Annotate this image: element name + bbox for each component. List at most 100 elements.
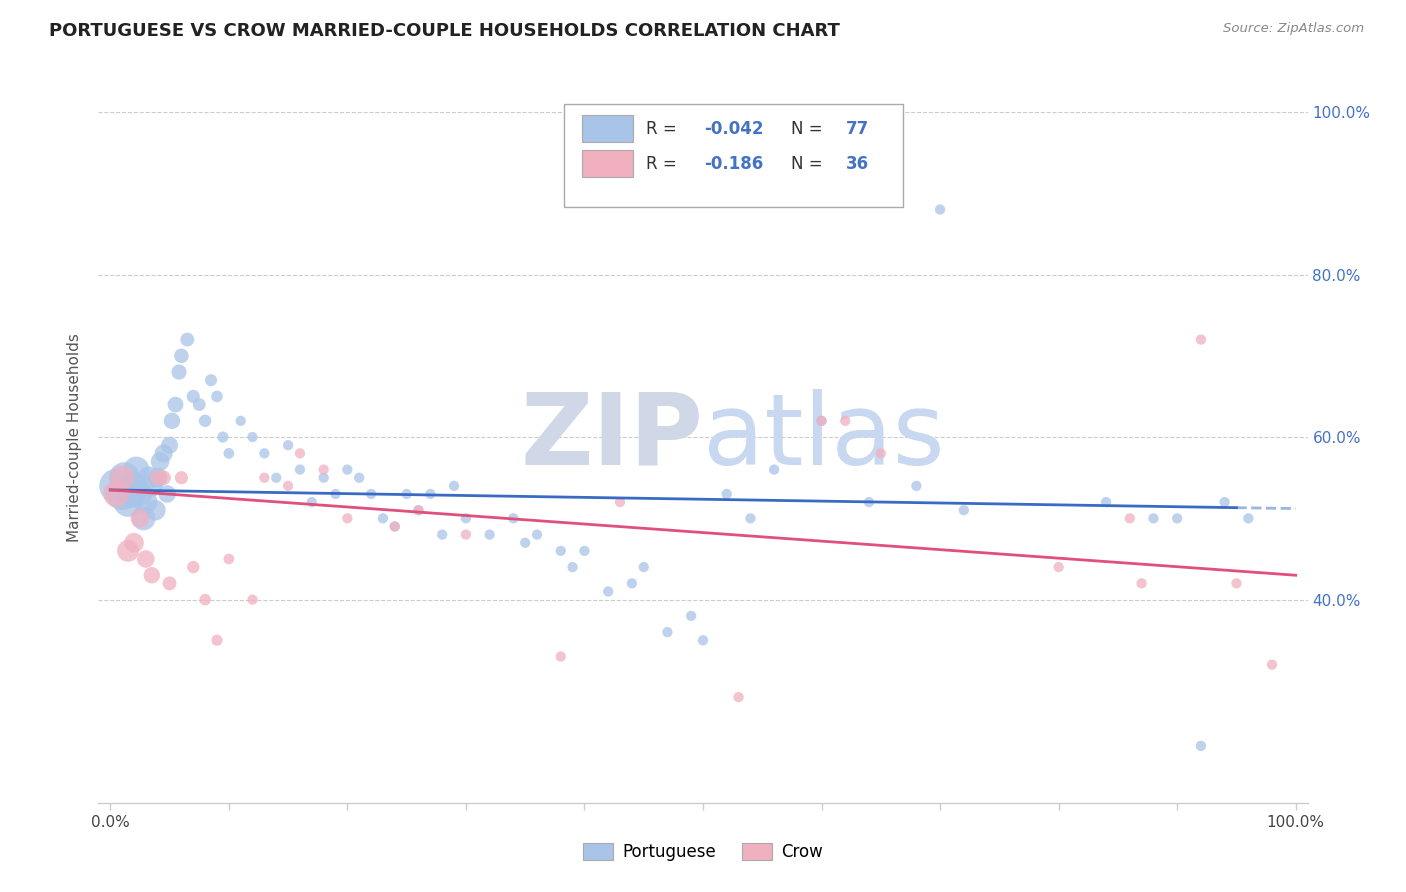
Point — [1166, 511, 1188, 525]
Point — [117, 544, 139, 558]
Point — [181, 560, 204, 574]
Point — [194, 414, 217, 428]
Text: R =: R = — [647, 120, 682, 138]
Point — [160, 414, 183, 428]
Point — [727, 690, 749, 705]
Point — [419, 487, 441, 501]
Point — [869, 446, 891, 460]
Point — [105, 487, 128, 501]
Point — [129, 487, 152, 501]
Text: N =: N = — [792, 120, 828, 138]
Point — [360, 487, 382, 501]
Point — [1189, 739, 1212, 753]
Point — [550, 649, 572, 664]
Point — [515, 535, 537, 549]
Text: -0.186: -0.186 — [704, 155, 763, 173]
Point — [312, 462, 335, 476]
Point — [253, 471, 276, 485]
Point — [105, 479, 128, 493]
Point — [159, 576, 181, 591]
Point — [657, 625, 679, 640]
Point — [336, 511, 359, 525]
Point — [1261, 657, 1284, 672]
Point — [277, 479, 299, 493]
Point — [205, 633, 228, 648]
Point — [810, 414, 832, 428]
Point — [188, 398, 211, 412]
Point — [454, 527, 477, 541]
Point — [858, 495, 880, 509]
FancyBboxPatch shape — [582, 114, 633, 143]
Point — [384, 519, 406, 533]
Text: 77: 77 — [845, 120, 869, 138]
Point — [952, 503, 974, 517]
Text: R =: R = — [647, 155, 682, 173]
Point — [609, 495, 631, 509]
Point — [138, 471, 160, 485]
Point — [692, 633, 714, 648]
Point — [325, 487, 347, 501]
Text: 36: 36 — [845, 155, 869, 173]
Point — [152, 446, 174, 460]
Point — [218, 446, 240, 460]
Point — [312, 471, 335, 485]
Point — [141, 479, 163, 493]
Point — [929, 202, 952, 217]
Point — [218, 552, 240, 566]
FancyBboxPatch shape — [564, 104, 903, 207]
Point — [395, 487, 418, 501]
Point — [121, 487, 143, 501]
Point — [834, 414, 856, 428]
Point — [526, 527, 548, 541]
Point — [454, 511, 477, 525]
Point — [550, 544, 572, 558]
Point — [205, 389, 228, 403]
Text: atlas: atlas — [703, 389, 945, 485]
Point — [135, 495, 157, 509]
Point — [288, 462, 311, 476]
Point — [149, 454, 172, 468]
Point — [152, 471, 174, 485]
Point — [200, 373, 222, 387]
Point — [810, 414, 832, 428]
Point — [117, 495, 139, 509]
Point — [167, 365, 190, 379]
Point — [111, 487, 134, 501]
Point — [176, 333, 198, 347]
Point — [620, 576, 643, 591]
Point — [165, 398, 187, 412]
Point — [633, 560, 655, 574]
Point — [1225, 576, 1247, 591]
Point — [159, 438, 181, 452]
Point — [229, 414, 252, 428]
Point — [598, 584, 620, 599]
Point — [170, 471, 193, 485]
Point — [763, 462, 786, 476]
Point — [574, 544, 596, 558]
Point — [181, 389, 204, 403]
Point — [146, 471, 169, 485]
Point — [264, 471, 287, 485]
Point — [561, 560, 583, 574]
Point — [384, 519, 406, 533]
Point — [212, 430, 235, 444]
Point — [1130, 576, 1153, 591]
Point — [146, 471, 169, 485]
Point — [143, 503, 166, 517]
Point — [1095, 495, 1118, 509]
Point — [432, 527, 454, 541]
Point — [135, 552, 157, 566]
Legend: Portuguese, Crow: Portuguese, Crow — [576, 836, 830, 868]
Point — [111, 471, 134, 485]
Point — [408, 503, 430, 517]
Point — [740, 511, 762, 525]
Point — [408, 503, 430, 517]
Text: -0.042: -0.042 — [704, 120, 763, 138]
Point — [125, 462, 148, 476]
Point — [1119, 511, 1142, 525]
Point — [478, 527, 501, 541]
Point — [336, 462, 359, 476]
Point — [156, 487, 179, 501]
Point — [253, 446, 276, 460]
Point — [170, 349, 193, 363]
